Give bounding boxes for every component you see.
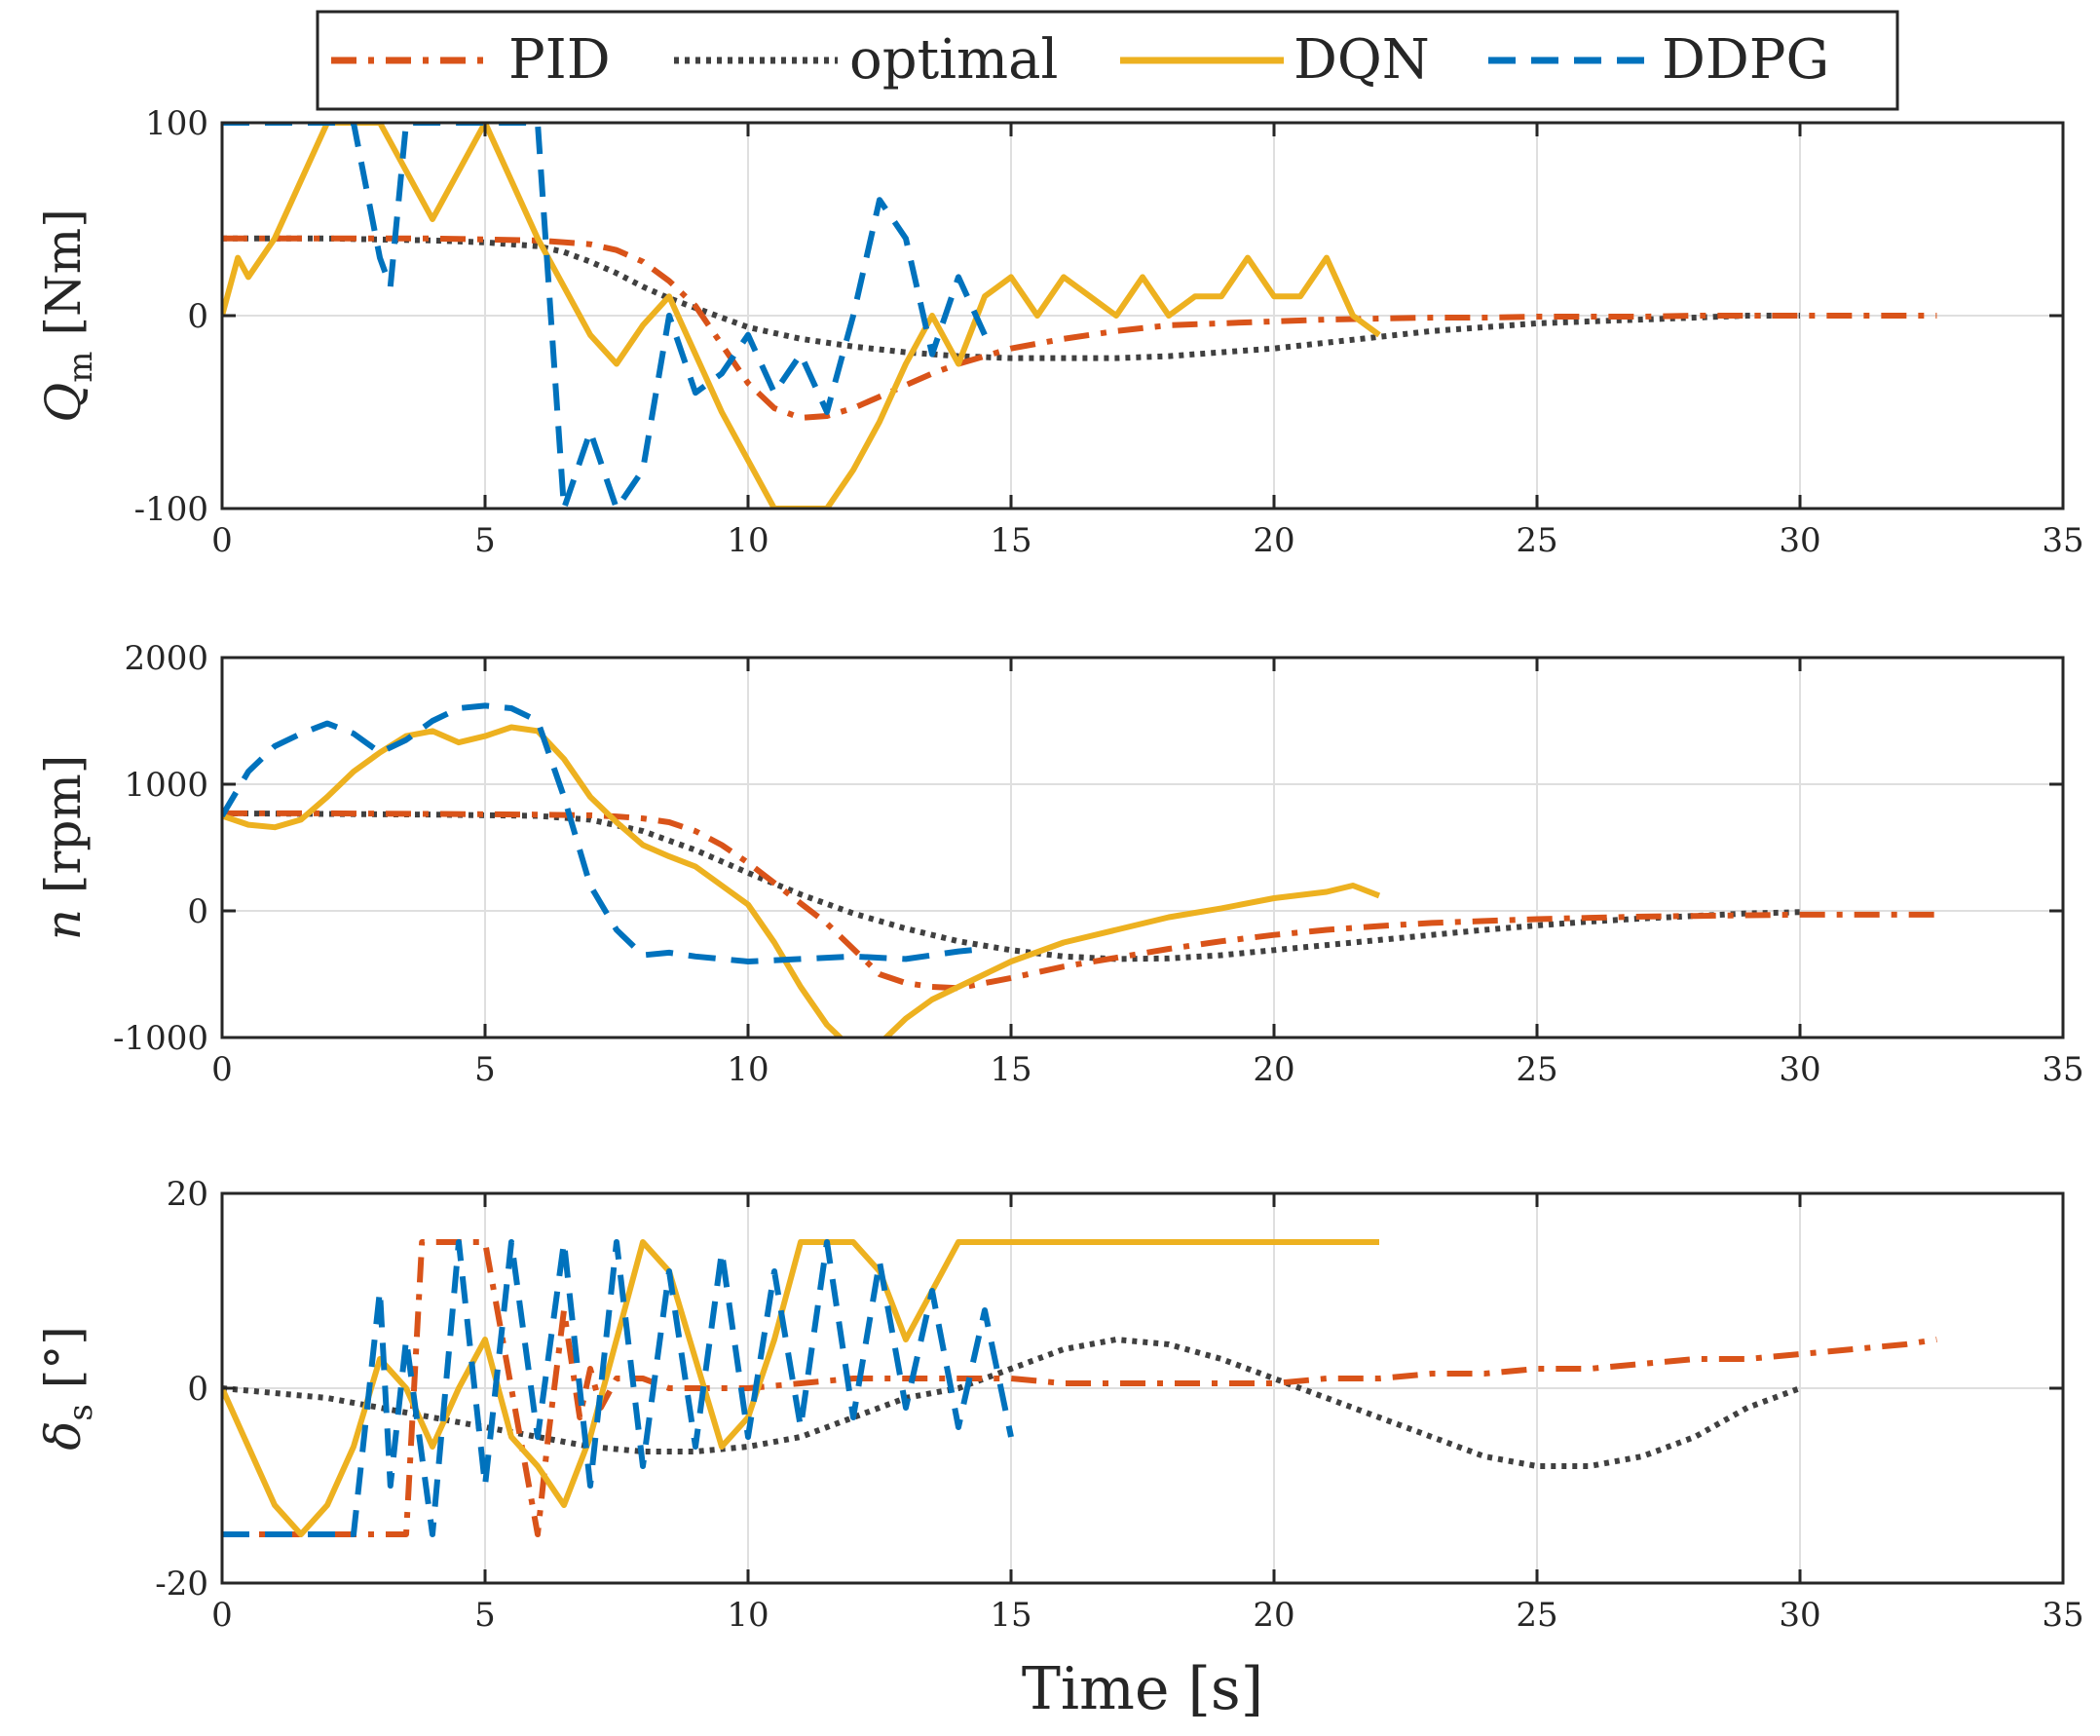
- y-tick-label: 0: [187, 892, 208, 931]
- x-tick-label: 35: [2042, 1596, 2083, 1635]
- series-line-ddpg: [222, 702, 986, 964]
- y-axis-label: δs [°]: [35, 1326, 100, 1451]
- y-label-symbol: n: [35, 909, 92, 940]
- y-label-unit: [°]: [35, 1326, 92, 1388]
- x-tick-label: 10: [727, 1050, 769, 1089]
- y-tick-label: 20: [167, 1175, 208, 1214]
- y-label-symbol: δ: [35, 1421, 92, 1451]
- series-line-optimal: [222, 1337, 1802, 1469]
- series-line-pid: [222, 1239, 1937, 1537]
- legend: PID optimal DQN DDPG: [316, 10, 1899, 111]
- y-tick-label: -100: [134, 490, 208, 529]
- x-tick-label: 10: [727, 521, 769, 560]
- x-tick-label: 35: [2042, 1050, 2083, 1089]
- y-label-unit: [rpm]: [35, 755, 92, 893]
- series-line-optimal: [222, 810, 1801, 962]
- x-tick-label: 0: [211, 1050, 233, 1089]
- x-tick-label: 25: [1516, 1050, 1557, 1089]
- y-tick-label: 1000: [124, 766, 208, 805]
- x-tick-label: 5: [474, 521, 496, 560]
- x-tick-label: 0: [211, 521, 233, 560]
- series-line-pid: [222, 810, 1937, 992]
- series-group: [222, 702, 1937, 1038]
- series-line-dqn: [222, 123, 1381, 509]
- x-tick-label: 30: [1779, 1596, 1820, 1635]
- x-tick-label: 0: [211, 1596, 233, 1635]
- x-tick-label: 5: [474, 1596, 496, 1635]
- y-tick-label: 0: [187, 297, 208, 336]
- x-tick-label: 20: [1253, 521, 1294, 560]
- y-tick-label: 2000: [124, 639, 208, 678]
- x-tick-label: 25: [1516, 1596, 1557, 1635]
- y-axis-label: n [rpm]: [35, 755, 92, 941]
- x-tick-label: 30: [1779, 1050, 1820, 1089]
- x-tick-label: 15: [990, 521, 1031, 560]
- y-axis-label: Qm [Nm]: [35, 208, 100, 422]
- x-tick-label: 35: [2042, 521, 2083, 560]
- series-line-ddpg: [222, 1239, 1014, 1537]
- y-tick-label: -20: [155, 1565, 208, 1604]
- x-tick-label: 30: [1779, 521, 1820, 560]
- legend-label-optimal: optimal: [849, 28, 1058, 92]
- y-label-unit: [Nm]: [35, 208, 92, 335]
- x-axis-label: Time [s]: [1022, 1655, 1263, 1723]
- x-tick-label: 15: [990, 1050, 1031, 1089]
- legend-label-pid: PID: [508, 28, 611, 92]
- legend-label-ddpg: DDPG: [1662, 28, 1829, 92]
- x-tick-label: 20: [1253, 1596, 1294, 1635]
- x-tick-label: 10: [727, 1596, 769, 1635]
- x-tick-label: 25: [1516, 521, 1557, 560]
- y-tick-label: 0: [187, 1370, 208, 1409]
- y-tick-label: -1000: [113, 1019, 208, 1058]
- series-line-pid: [222, 235, 1937, 421]
- x-tick-label: 20: [1253, 1050, 1294, 1089]
- legend-label-dqn: DQN: [1294, 28, 1430, 92]
- x-tick-label: 15: [990, 1596, 1031, 1635]
- series-line-dqn: [222, 724, 1381, 1038]
- y-label-subscript: m: [61, 351, 100, 382]
- axes-frame: [220, 656, 2065, 1039]
- x-tick-label: 5: [474, 1050, 496, 1089]
- y-label-symbol: Q: [35, 383, 92, 423]
- y-tick-label: 100: [145, 104, 208, 143]
- series-line-ddpg: [222, 123, 988, 509]
- series-group: [222, 123, 1937, 509]
- series-group: [222, 1239, 1937, 1537]
- y-label-subscript: s: [61, 1404, 100, 1420]
